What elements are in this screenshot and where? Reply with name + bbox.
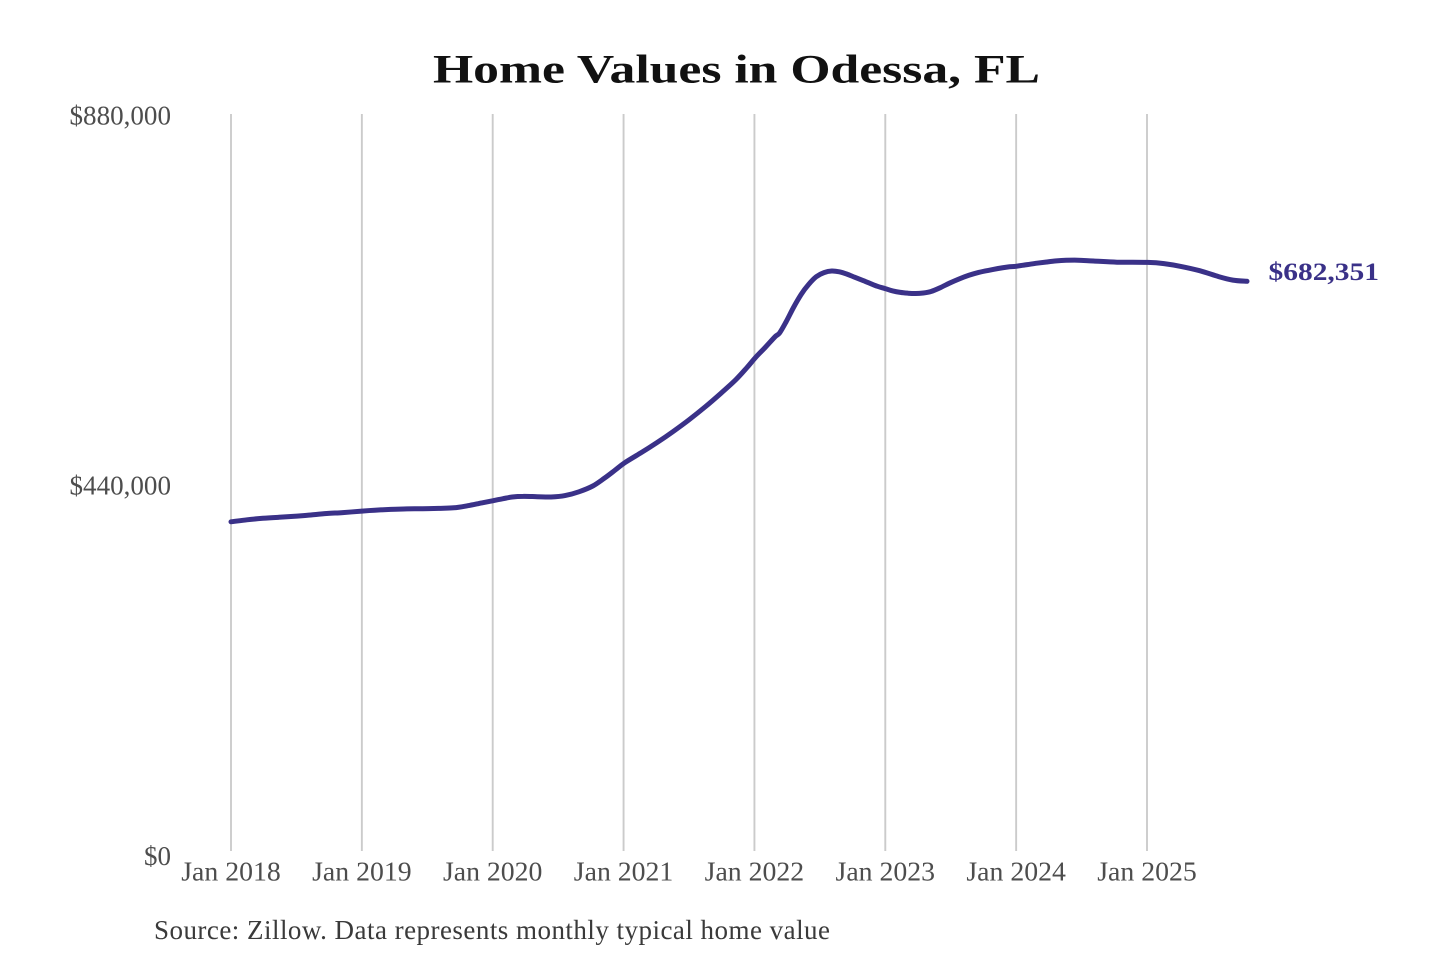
svg-text:Jan 2018: Jan 2018 bbox=[181, 857, 281, 887]
svg-text:Home Values in Odessa, FL: Home Values in Odessa, FL bbox=[433, 47, 1040, 92]
svg-text:Jan 2022: Jan 2022 bbox=[705, 857, 805, 887]
svg-text:Jan 2025: Jan 2025 bbox=[1097, 857, 1197, 887]
svg-text:Jan 2024: Jan 2024 bbox=[966, 857, 1066, 887]
svg-text:$880,000: $880,000 bbox=[70, 101, 172, 131]
svg-text:Jan 2021: Jan 2021 bbox=[574, 857, 674, 887]
svg-text:$440,000: $440,000 bbox=[70, 470, 172, 500]
svg-text:Jan 2023: Jan 2023 bbox=[836, 857, 936, 887]
svg-text:Jan 2019: Jan 2019 bbox=[312, 857, 412, 887]
svg-text:Jan 2020: Jan 2020 bbox=[443, 857, 543, 887]
svg-text:$0: $0 bbox=[144, 841, 171, 871]
svg-text:$682,351: $682,351 bbox=[1269, 259, 1380, 286]
svg-text:Source: Zillow. Data represent: Source: Zillow. Data represents monthly … bbox=[154, 915, 830, 945]
